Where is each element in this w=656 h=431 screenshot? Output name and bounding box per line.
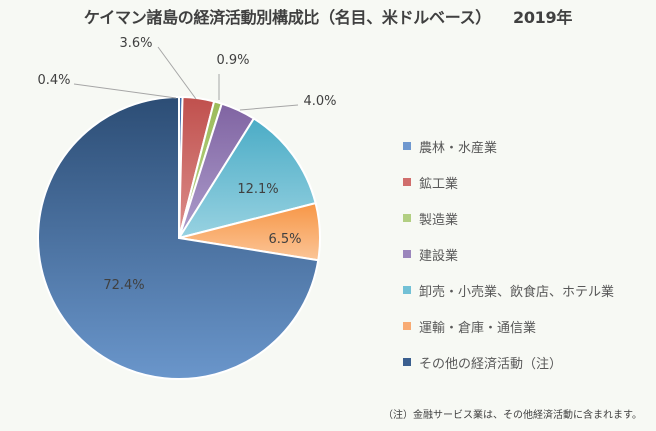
data-labels: 0.4% 3.6% 0.9% 4.0% 12.1% 6.5% 72.4% (37, 36, 336, 293)
legend-label: 鉱工業 (419, 176, 459, 192)
data-label: 4.0% (303, 94, 336, 109)
data-label: 6.5% (268, 232, 301, 247)
legend: 農林・水産業 鉱工業 製造業 建設業 卸売・小売業、飲食店、ホテル業 運輸・倉庫… (403, 128, 614, 380)
legend-item: 卸売・小売業、飲食店、ホテル業 (403, 272, 614, 308)
data-label: 0.9% (216, 53, 249, 68)
data-label: 12.1% (237, 182, 278, 197)
legend-swatch-icon (403, 286, 411, 294)
legend-swatch-icon (403, 322, 411, 330)
legend-swatch-icon (403, 358, 411, 366)
legend-label: 運輸・倉庫・通信業 (419, 320, 537, 336)
legend-swatch-icon (403, 250, 411, 258)
legend-label: 製造業 (419, 212, 459, 228)
pie-slice (176, 117, 317, 240)
pie-slice (37, 95, 320, 380)
leader-line (239, 104, 299, 111)
legend-swatch-icon (403, 178, 411, 186)
legend-label: 卸売・小売業、飲食店、ホテル業 (419, 284, 615, 300)
chart-year: 2019年 (513, 8, 573, 27)
footnote: （注）金融サービス業は、その他経済活動に含まれます。 (383, 410, 642, 421)
chart-title-text: ケイマン諸島の経済活動別構成比（名目、米ドルベース） (83, 8, 492, 27)
pie-slices (37, 95, 321, 380)
legend-swatch-icon (403, 214, 411, 222)
legend-item: 製造業 (403, 200, 614, 236)
legend-label: 建設業 (419, 248, 459, 264)
data-label: 0.4% (37, 73, 70, 88)
leader-line (157, 46, 197, 100)
legend-item: 運輸・倉庫・通信業 (403, 308, 614, 344)
legend-label: その他の経済活動（注） (419, 356, 563, 372)
legend-item: 農林・水産業 (403, 128, 614, 164)
data-label: 72.4% (103, 278, 144, 293)
chart-title: ケイマン諸島の経済活動別構成比（名目、米ドルベース） 2019年 (0, 4, 656, 28)
data-label: 3.6% (119, 36, 152, 51)
leader-lines (73, 46, 299, 111)
legend-item: その他の経済活動（注） (403, 344, 614, 380)
leader-line (73, 83, 177, 99)
legend-item: 鉱工業 (403, 164, 614, 200)
legend-label: 農林・水産業 (419, 140, 498, 156)
legend-swatch-icon (403, 142, 411, 150)
legend-item: 建設業 (403, 236, 614, 272)
